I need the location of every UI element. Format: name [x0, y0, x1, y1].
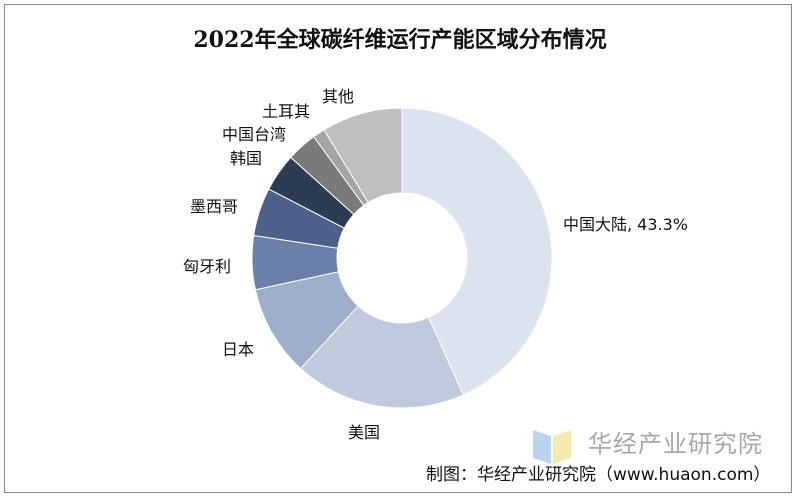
- data-label: 韩国: [230, 149, 262, 168]
- huajing-logo-icon: [533, 430, 571, 464]
- source-note: 制图：华经产业研究院（www.huaon.com）: [426, 465, 771, 485]
- chart-frame: [4, 4, 792, 493]
- data-label: 美国: [348, 423, 380, 442]
- data-label: 日本: [222, 340, 254, 359]
- chart-title: 2022年全球碳纤维运行产能区域分布情况: [193, 27, 607, 53]
- data-label: 中国台湾: [222, 125, 286, 144]
- data-label: 墨西哥: [190, 197, 238, 216]
- watermark-text: 华经产业研究院: [588, 430, 763, 458]
- data-label: 其他: [322, 87, 354, 106]
- donut-slice-0: [401, 107, 553, 396]
- data-label: 中国大陆, 43.3%: [563, 215, 688, 234]
- data-label: 土耳其: [262, 102, 310, 121]
- data-label: 匈牙利: [183, 257, 231, 276]
- donut-slice-8: [323, 107, 403, 204]
- donut-slice-1: [299, 305, 464, 409]
